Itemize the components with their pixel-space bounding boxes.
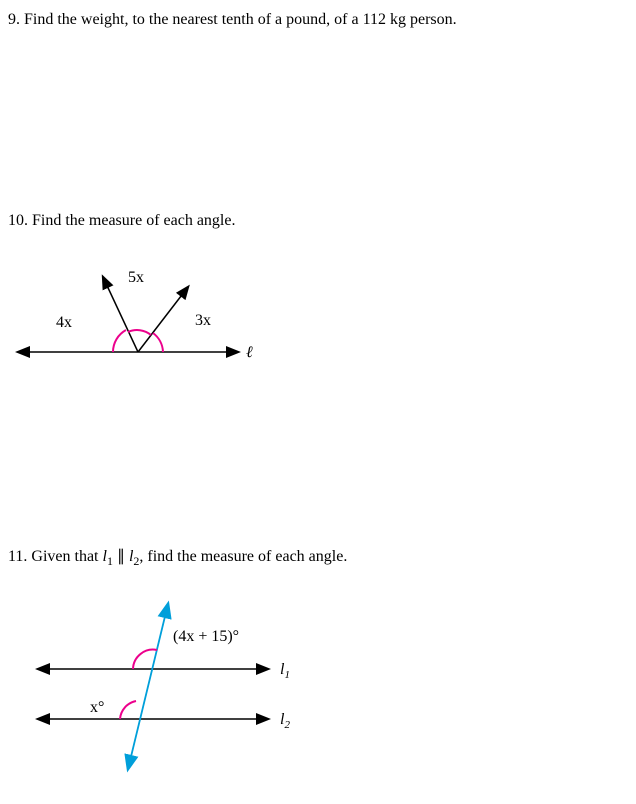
problem-number: 9.: [8, 11, 20, 28]
problem-10-text: 10. Find the measure of each angle.: [8, 212, 235, 229]
workspace-9: [8, 41, 626, 211]
label-x: x°: [90, 699, 104, 716]
arc-5x: [128, 330, 151, 335]
label-line-l: ℓ: [246, 344, 253, 361]
problem-10: 10. Find the measure of each angle.: [8, 211, 626, 387]
parallel-sym: ∥: [113, 548, 129, 565]
label-4x: 4x: [56, 314, 72, 331]
label-l1: l1: [280, 661, 290, 681]
problem-statement: Find the measure of each angle.: [32, 212, 235, 229]
label-5x: 5x: [128, 269, 144, 286]
angles-diagram: 4x 5x 3x ℓ: [8, 252, 268, 382]
ray-left: [103, 277, 138, 352]
problem-number: 11.: [8, 548, 27, 565]
ray-right: [138, 287, 188, 352]
figure-10: 4x 5x 3x ℓ: [8, 252, 626, 387]
label-4x15: (4x + 15)°: [173, 628, 239, 645]
arc-bottom: [120, 701, 136, 719]
problem-11: 11. Given that l1 ∥ l2 , find the measure…: [8, 547, 626, 785]
problem-9-text: 9. Find the weight, to the nearest tenth…: [8, 11, 457, 28]
transversal: [128, 604, 168, 769]
arc-4x: [113, 330, 126, 352]
label-3x: 3x: [195, 312, 211, 329]
problem-number: 10.: [8, 212, 28, 229]
text-prefix: Given that: [31, 548, 102, 565]
label-l2: l2: [280, 711, 290, 731]
problem-11-text: 11. Given that l1 ∥ l2, find the measure…: [8, 548, 347, 565]
problem-9: 9. Find the weight, to the nearest tenth…: [8, 10, 626, 31]
problem-statement: Find the weight, to the nearest tenth of…: [24, 11, 457, 28]
parallel-lines-diagram: (4x + 15)° x° l1 l2: [8, 589, 328, 779]
text-suffix: , find the measure of each angle.: [139, 548, 347, 565]
figure-11: (4x + 15)° x° l1 l2: [8, 589, 626, 784]
workspace-10: [8, 397, 626, 547]
arc-3x: [153, 333, 163, 352]
